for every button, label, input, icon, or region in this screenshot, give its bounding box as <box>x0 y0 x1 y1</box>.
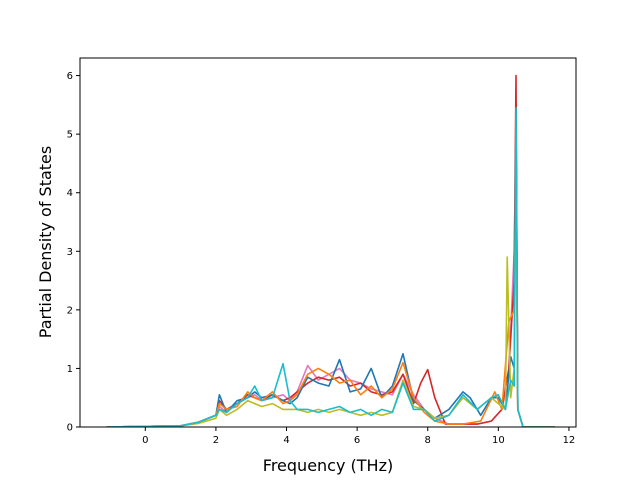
x-tick-label: 4 <box>283 435 289 446</box>
y-tick-label: 6 <box>67 71 73 82</box>
y-tick-label: 4 <box>67 188 73 199</box>
y-tick-label: 0 <box>67 423 73 434</box>
y-tick-label: 3 <box>67 247 73 258</box>
series-layer <box>106 74 555 427</box>
x-tick-label: 0 <box>142 435 148 446</box>
y-axis-title: Partial Density of States <box>36 146 55 338</box>
y-axis: 0 1 2 3 4 5 6 <box>67 71 80 434</box>
y-tick-label: 2 <box>67 305 73 316</box>
y-tick-label: 1 <box>67 364 73 375</box>
x-axis-title: Frequency (THz) <box>263 456 393 475</box>
x-tick-label: 2 <box>213 435 219 446</box>
x-axis: 0 2 4 6 8 10 12 <box>142 427 575 446</box>
x-tick-label: 10 <box>492 435 505 446</box>
x-tick-label: 6 <box>354 435 360 446</box>
y-tick-label: 5 <box>67 130 73 141</box>
series-line-4 <box>106 162 555 427</box>
series-line-5 <box>106 107 555 427</box>
plot-frame <box>79 57 577 428</box>
x-tick-label: 8 <box>425 435 431 446</box>
x-tick-label: 12 <box>563 435 576 446</box>
